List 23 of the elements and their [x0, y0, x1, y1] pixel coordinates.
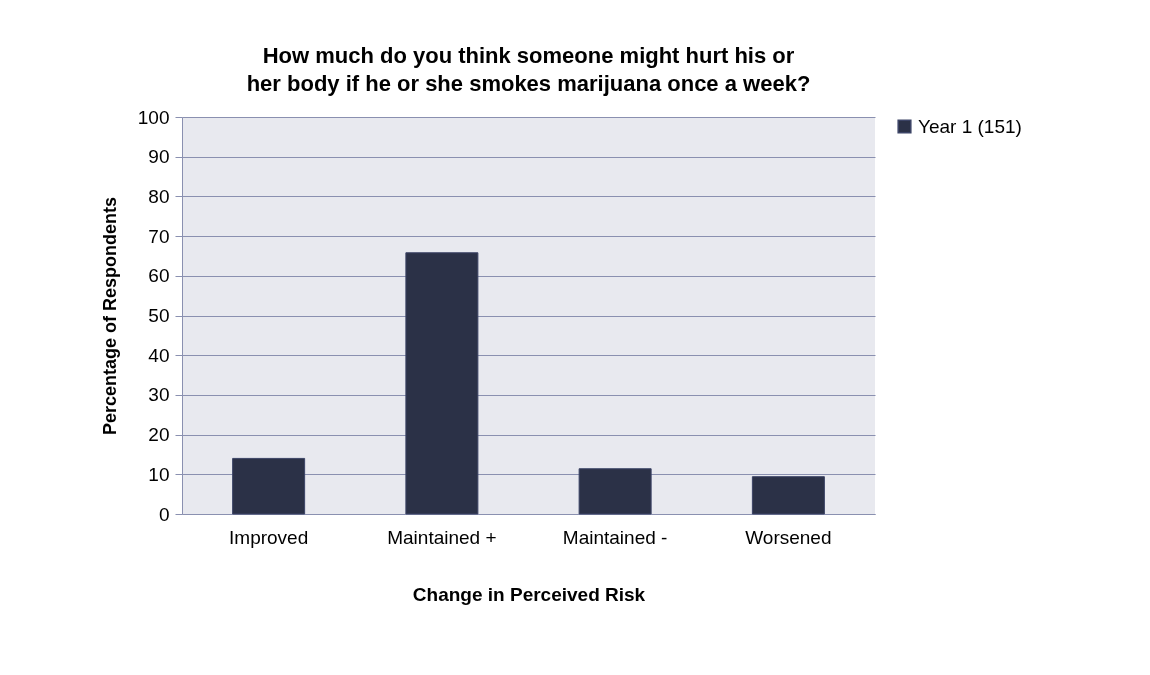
legend-label: Year 1 (151)	[918, 115, 1022, 137]
x-axis-title: Change in Perceived Risk	[412, 583, 646, 605]
y-tick-label: 100	[137, 106, 170, 128]
bar	[405, 252, 479, 515]
y-tick-label: 0	[158, 503, 170, 525]
y-tick-label: 30	[148, 384, 170, 406]
y-tick-label: 50	[148, 305, 170, 326]
chart-title: How much do you think someone might hurt his or her body if he or she smokes marijuana once a week?	[246, 43, 811, 96]
bar	[751, 476, 825, 515]
y-tick-label: 80	[148, 185, 170, 207]
bar	[232, 457, 306, 515]
y-axis-title: Percentage of Respondents	[99, 196, 120, 436]
y-tick-label: 90	[148, 146, 170, 168]
x-tick-label: Maintained -	[562, 526, 668, 548]
x-tick-label: Worsened	[745, 526, 832, 548]
x-tick-label: Maintained +	[387, 526, 497, 548]
y-tick-label: 70	[148, 225, 170, 247]
bar	[578, 468, 652, 515]
y-tick-label: 10	[148, 463, 170, 485]
y-tick-label: 60	[148, 265, 170, 287]
y-tick-label: 20	[148, 424, 170, 446]
x-tick-label: Improved	[229, 526, 309, 548]
y-tick-label: 40	[148, 344, 170, 366]
